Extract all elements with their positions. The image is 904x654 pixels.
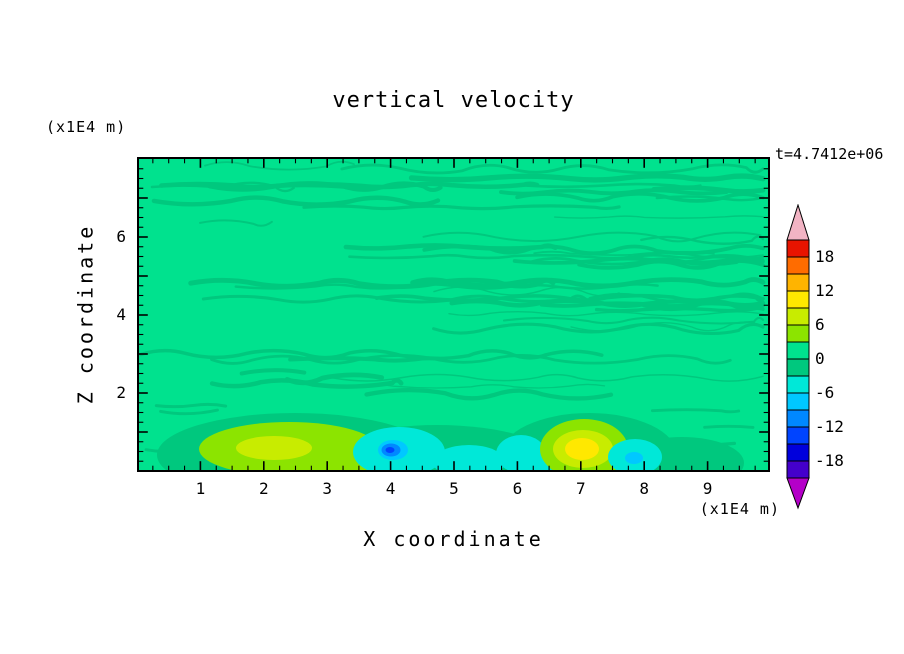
x-axis-units: (x1E4 m) bbox=[699, 500, 780, 518]
contour-streak bbox=[539, 301, 765, 309]
x-tick-label: 6 bbox=[512, 479, 523, 498]
colorbar-tick-label: 12 bbox=[815, 281, 835, 300]
contour-streak bbox=[239, 368, 307, 376]
x-tick-label: 8 bbox=[639, 479, 649, 498]
contour-streak bbox=[288, 356, 448, 363]
colorbar-segment bbox=[786, 239, 810, 258]
x-tick-label: 2 bbox=[258, 479, 269, 498]
contour-streak bbox=[343, 243, 558, 251]
contour-streak bbox=[410, 277, 766, 289]
colorbar-cap-top bbox=[786, 204, 810, 241]
contour-streak bbox=[154, 402, 228, 409]
colorbar-segment bbox=[786, 273, 810, 292]
colorbar-tick-label: 6 bbox=[815, 315, 825, 334]
x-tick-label: 1 bbox=[195, 479, 206, 498]
colorbar-segment bbox=[786, 256, 810, 275]
contour-plot bbox=[137, 157, 770, 472]
colorbar-segment bbox=[786, 358, 810, 377]
contour-streak bbox=[210, 354, 732, 365]
z-axis-label: Z coordinate bbox=[73, 223, 98, 405]
colorbar-segment bbox=[786, 341, 810, 360]
contour-streak bbox=[374, 293, 765, 303]
x-tick-label: 5 bbox=[449, 479, 459, 498]
colorbar-tick-label: 0 bbox=[815, 349, 825, 368]
colorbar-segment bbox=[786, 426, 810, 445]
z-tick-label: 4 bbox=[116, 305, 126, 324]
updraft-blob-right-core bbox=[565, 438, 599, 460]
contour-streak bbox=[151, 195, 441, 207]
colorbar-segment bbox=[786, 307, 810, 326]
colorbar-tick-label: 18 bbox=[815, 247, 835, 266]
contour-streak bbox=[340, 163, 765, 175]
contour-streak bbox=[199, 219, 273, 227]
updraft-blob-left-core bbox=[236, 436, 312, 460]
contour-streak bbox=[234, 283, 659, 290]
plot-title: vertical velocity bbox=[332, 88, 575, 113]
downdraft-blue-min bbox=[385, 447, 395, 453]
time-annotation: t=4.7412e+06 bbox=[775, 145, 884, 163]
contour-streak bbox=[139, 348, 604, 361]
bottom-features bbox=[157, 413, 744, 472]
colorbar-segment bbox=[786, 290, 810, 309]
contour-streak bbox=[650, 408, 741, 414]
x-tick-label: 4 bbox=[385, 479, 396, 498]
cyan-patch-core bbox=[625, 452, 643, 464]
colorbar-segment bbox=[786, 392, 810, 411]
contour-streak bbox=[332, 373, 764, 382]
contour-streak bbox=[594, 306, 765, 313]
contour-streak bbox=[159, 181, 540, 190]
z-tick-label: 6 bbox=[116, 227, 126, 246]
cyan-patch bbox=[433, 445, 505, 472]
contour-streak bbox=[655, 195, 765, 202]
contour-streak bbox=[432, 322, 765, 336]
contour-streak bbox=[159, 408, 219, 416]
colorbar-tick-label: -12 bbox=[815, 417, 844, 436]
contour-streak bbox=[348, 253, 765, 260]
plot-frame bbox=[137, 157, 770, 472]
x-tick-label: 9 bbox=[702, 479, 713, 498]
contour-streak bbox=[651, 185, 766, 194]
colorbar-segment bbox=[786, 443, 810, 462]
contour-streak bbox=[588, 292, 765, 304]
contour-streak bbox=[422, 231, 762, 243]
z-tick-label: 2 bbox=[116, 383, 126, 402]
cyan-patch bbox=[496, 435, 546, 472]
axis-tick-marks bbox=[138, 158, 769, 471]
contour-streak bbox=[515, 192, 765, 203]
x-tick-label: 3 bbox=[322, 479, 332, 498]
contour-streak bbox=[703, 424, 755, 429]
contour-streak bbox=[640, 235, 765, 245]
contour-streak bbox=[638, 258, 764, 267]
contour-streak bbox=[554, 215, 764, 219]
colorbar-segment bbox=[786, 409, 810, 428]
x-axis-label: X coordinate bbox=[363, 527, 544, 551]
contour-streak bbox=[204, 160, 355, 171]
contour-streak bbox=[512, 256, 765, 265]
colorbar-tick-label: -6 bbox=[815, 383, 835, 402]
colorbar-segment bbox=[786, 324, 810, 343]
contour-streak bbox=[448, 311, 764, 317]
contour-streak bbox=[502, 316, 765, 325]
colorbar bbox=[786, 204, 810, 510]
colorbar-tick-label: -18 bbox=[815, 451, 844, 470]
contour-streak bbox=[209, 378, 404, 389]
contour-streak bbox=[302, 204, 621, 211]
contour-streak bbox=[364, 387, 614, 401]
contour-streak bbox=[408, 173, 766, 183]
z-axis-units: (x1E4 m) bbox=[46, 118, 127, 136]
contour-streak bbox=[351, 383, 606, 389]
contour-streaks bbox=[139, 160, 766, 453]
colorbar-segment bbox=[786, 375, 810, 394]
x-tick-label: 7 bbox=[575, 479, 586, 498]
colorbar-cap-bottom bbox=[786, 477, 810, 510]
colorbar-segment bbox=[786, 460, 810, 479]
